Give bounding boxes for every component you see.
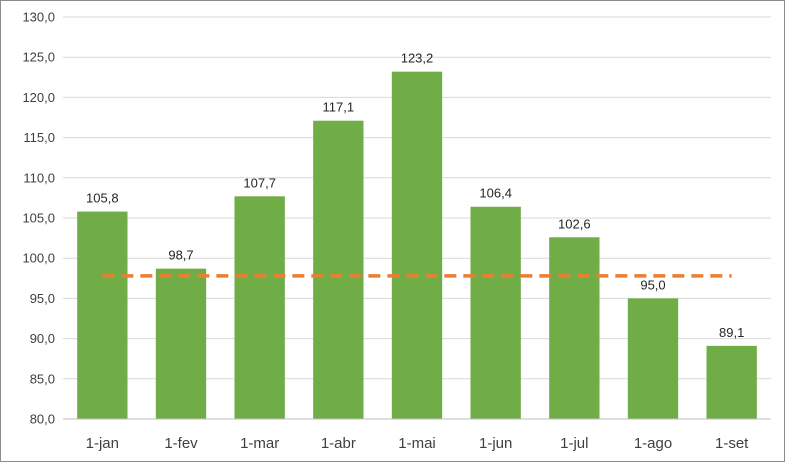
y-tick-label: 130,0 [22,10,55,25]
y-tick-label: 115,0 [23,130,55,145]
bar-1-mai [391,71,443,419]
x-tick-label: 1-jan [86,435,119,452]
x-tick-label: 1-mai [398,435,436,452]
data-label: 117,1 [323,100,355,115]
bar-1-set [706,345,757,419]
y-axis: 80,0 85,0 90,0 95,0 100,0 105,0 110,0 115,0 120,… [22,10,55,427]
bar-1-fev [155,268,207,419]
data-label: 105,8 [86,191,119,206]
bar-1-jun [470,206,521,419]
y-tick-label: 90,0 [30,331,55,346]
x-tick-label: 1-abr [321,435,356,452]
bar-1-mar [234,196,285,419]
data-label: 123,2 [401,51,434,66]
y-tick-label: 80,0 [30,412,55,427]
data-label: 107,7 [243,175,276,190]
bar-1-jul [549,237,600,419]
bars [77,71,757,419]
y-tick-label: 125,0 [22,50,55,65]
y-tick-label: 110,0 [23,170,55,185]
bar-1-jan [77,211,128,419]
x-tick-label: 1-fev [164,435,198,452]
x-axis: 1-jan 1-fev 1-mar 1-abr 1-mai 1-jun 1-jul 1-ago… [63,418,771,452]
x-tick-label: 1-mar [240,435,279,452]
x-tick-label: 1-ago [634,435,672,452]
y-tick-label: 105,0 [22,211,55,226]
y-tick-label: 85,0 [30,371,55,386]
y-tick-label: 95,0 [30,291,55,306]
x-tick-label: 1-jun [479,435,512,452]
data-label: 89,1 [719,325,744,340]
data-labels: 105,8 98,7 107,7 117,1 123,2 106,4 102,6 95,0 89… [86,51,744,340]
data-label: 102,6 [558,216,591,231]
data-label: 106,4 [479,186,512,201]
y-tick-label: 100,0 [22,251,55,266]
data-label: 95,0 [640,277,665,292]
y-tick-label: 120,0 [22,90,55,105]
bar-1-abr [313,120,364,419]
data-label: 98,7 [168,248,193,263]
bar-1-ago [627,298,679,419]
x-tick-label: 1-jul [560,435,588,452]
x-tick-label: 1-set [715,435,749,452]
